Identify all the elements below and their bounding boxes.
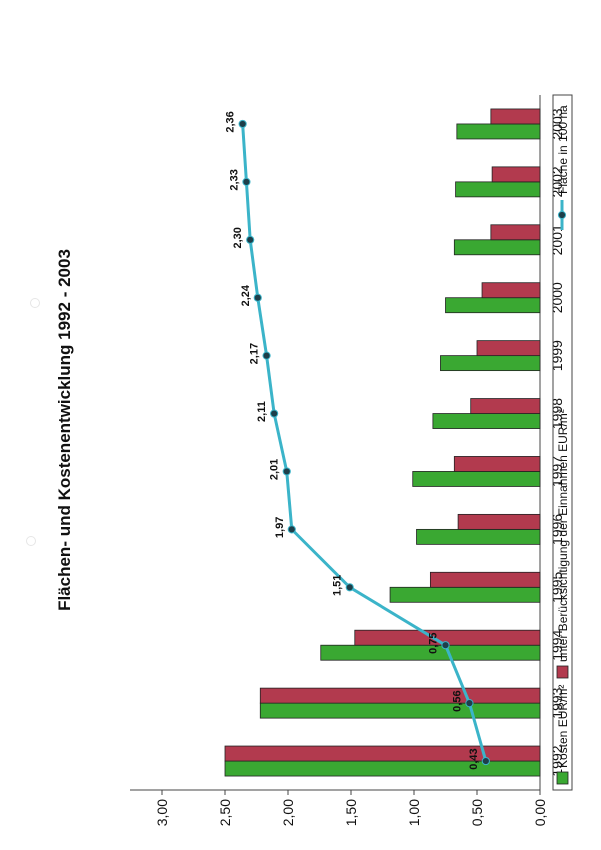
y-tick-label: 0,00	[532, 799, 548, 826]
punch-hole-top	[30, 298, 40, 308]
bar-kosten	[259, 702, 541, 719]
y-tick-label: 2,50	[217, 799, 233, 826]
y-tick-label: 1,50	[343, 799, 359, 826]
bar-kosten-einnahmen	[470, 398, 541, 414]
point-flaeche	[287, 525, 296, 534]
y-tick-label: 2,00	[280, 799, 296, 826]
data-label-flaeche: 0,75	[428, 632, 440, 653]
data-label-flaeche: 2,36	[225, 111, 237, 132]
bar-kosten-einnahmen	[490, 224, 541, 241]
punch-hole-bottom	[26, 536, 36, 546]
point-flaeche	[270, 409, 279, 418]
data-label-flaeche: 2,24	[240, 284, 252, 306]
bar-kosten-einnahmen	[476, 340, 541, 357]
y-tick-label: 0,50	[469, 799, 485, 826]
bar-kosten-einnahmen	[457, 513, 541, 530]
data-label-flaeche: 2,01	[269, 459, 281, 480]
bar-kosten-einnahmen	[481, 282, 541, 299]
legend-label-einnahmen: unter Berücksichtigung der Einnahmen EUR…	[556, 409, 570, 662]
data-label-flaeche: 1,51	[332, 575, 344, 596]
line-flaeche	[241, 123, 488, 762]
bar-kosten	[453, 239, 541, 256]
point-flaeche	[345, 583, 354, 592]
point-flaeche	[253, 293, 262, 302]
legend-label-kosten: Kosten EUR/m²	[556, 685, 570, 768]
x-tick-label: 2000	[549, 282, 565, 313]
point-flaeche	[441, 641, 450, 650]
legend-swatch-kosten	[556, 771, 569, 785]
chart-area: Flächen- und Kostenentwicklung 1992 - 20…	[20, 80, 580, 830]
bar-kosten	[416, 528, 541, 545]
data-label-flaeche: 0,43	[468, 748, 480, 769]
y-tick-label: 1,00	[406, 799, 422, 826]
data-label-flaeche: 2,33	[228, 169, 240, 190]
bar-kosten	[389, 586, 541, 603]
point-flaeche	[262, 351, 271, 360]
bar-kosten-einnahmen	[491, 166, 541, 183]
point-flaeche	[465, 699, 474, 708]
data-label-flaeche: 0,56	[451, 690, 463, 711]
point-flaeche	[282, 467, 291, 476]
bar-kosten-einnahmen	[224, 745, 541, 762]
point-flaeche	[481, 756, 490, 766]
bar-kosten-einnahmen	[453, 456, 541, 472]
bar-kosten	[412, 471, 541, 487]
flaechen-kosten-chart: Flächen- und Kostenentwicklung 1992 - 20…	[55, 94, 573, 826]
legend-marker-flaeche	[557, 210, 567, 220]
bar-kosten	[224, 760, 541, 777]
bar-kosten-einnahmen	[259, 687, 541, 704]
bar-kosten-einnahmen	[490, 108, 541, 125]
x-tick-label: 1999	[549, 340, 565, 371]
bar-kosten	[445, 297, 541, 314]
data-label-flaeche: 2,17	[249, 343, 261, 364]
data-label-flaeche: 1,97	[274, 517, 286, 538]
legend-label-flaeche: Fläche in 100 ha	[556, 105, 570, 194]
chart-title: Flächen- und Kostenentwicklung 1992 - 20…	[55, 249, 74, 611]
point-flaeche	[238, 119, 247, 129]
legend-swatch-einnahmen	[556, 665, 569, 679]
bar-kosten	[456, 123, 541, 140]
bar-kosten	[440, 355, 541, 372]
bar-kosten-einnahmen	[429, 571, 541, 588]
y-tick-label: 3,00	[154, 799, 170, 826]
point-flaeche	[242, 177, 251, 186]
legend-box	[552, 94, 573, 791]
bar-kosten	[432, 413, 541, 429]
data-label-flaeche: 2,30	[232, 227, 244, 248]
point-flaeche	[246, 235, 255, 244]
data-label-flaeche: 2,11	[256, 401, 268, 422]
bar-kosten	[455, 181, 541, 198]
